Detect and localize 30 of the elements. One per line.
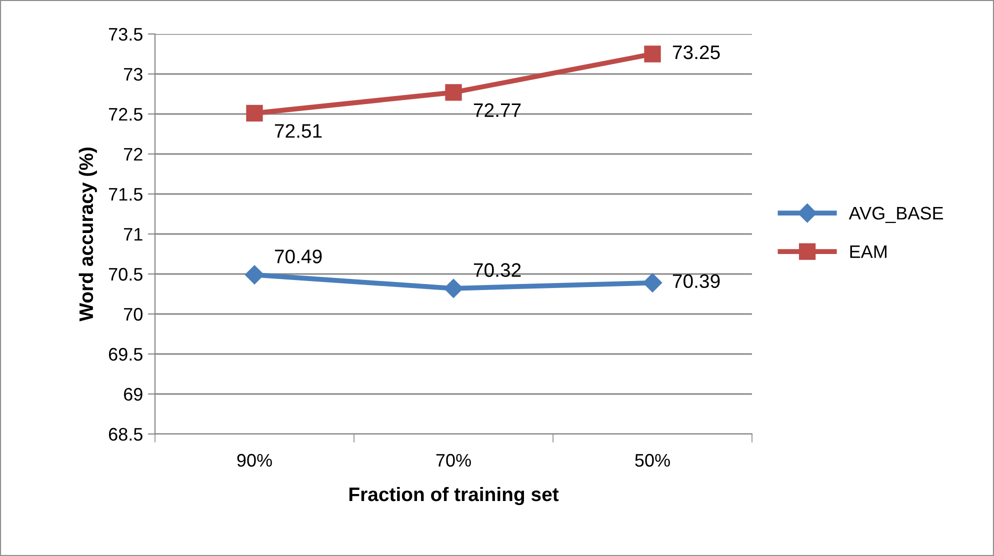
x-tick-label: 70%: [436, 454, 471, 467]
point: [244, 265, 264, 284]
y-tick-label: 70: [124, 308, 142, 321]
x-axis-title: Fraction of training set: [349, 486, 559, 506]
x-tick-label: 50%: [635, 454, 670, 467]
data-label: 73.25: [672, 45, 720, 60]
data-label: 70.49: [274, 250, 322, 264]
data-label: 70.32: [474, 263, 521, 277]
y-tick-label: 73: [124, 68, 142, 81]
point: [642, 273, 662, 292]
x-tick-label: 90%: [237, 454, 272, 467]
data-label: 72.77: [474, 103, 521, 117]
y-tick-label: 71.5: [108, 188, 142, 201]
point: [444, 278, 464, 298]
y-tick-label: 68.5: [108, 428, 142, 441]
point: [445, 84, 462, 101]
y-tick-label: 72: [124, 148, 142, 161]
point: [246, 104, 263, 122]
legend-label: AVG_BASE: [848, 206, 944, 224]
y-tick-label: 72.5: [108, 108, 142, 121]
y-axis-title: Word accuracy (%): [78, 148, 97, 322]
y-tick-label: 71: [124, 228, 142, 241]
y-tick-label: 73.5: [108, 28, 142, 41]
data-label: 72.51: [274, 124, 322, 138]
legend-label: EAM: [850, 245, 886, 258]
y-tick-label: 69.5: [108, 348, 142, 361]
y-tick-label: 69: [124, 388, 142, 401]
y-tick-label: 70.5: [108, 268, 142, 281]
point: [644, 46, 661, 62]
data-label: 70.39: [672, 274, 720, 288]
